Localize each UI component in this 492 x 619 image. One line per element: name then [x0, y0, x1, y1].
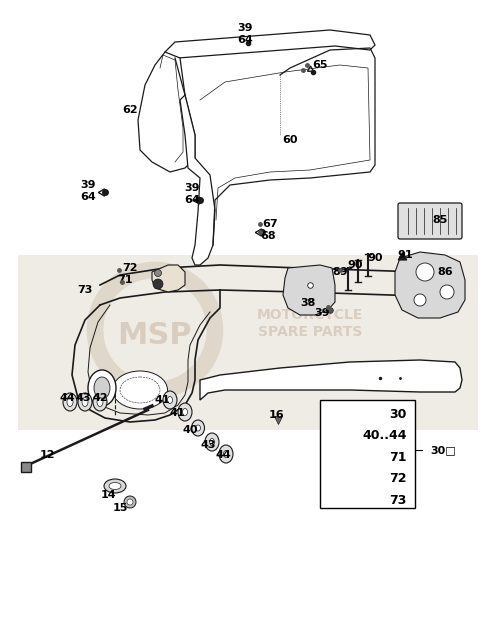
Text: 15: 15 [112, 503, 128, 513]
Ellipse shape [191, 420, 205, 436]
Text: 38: 38 [300, 298, 316, 308]
Ellipse shape [97, 397, 103, 407]
Circle shape [154, 269, 161, 277]
Ellipse shape [78, 393, 92, 411]
Text: 64: 64 [184, 195, 200, 205]
Text: 85: 85 [432, 215, 448, 225]
Bar [320, 400, 415, 508]
Ellipse shape [178, 403, 192, 421]
Text: 40: 40 [182, 425, 198, 435]
Text: 86: 86 [437, 267, 453, 277]
Circle shape [414, 294, 426, 306]
Ellipse shape [219, 445, 233, 463]
Text: MSP: MSP [118, 321, 192, 350]
Text: SPARE PARTS: SPARE PARTS [258, 325, 362, 339]
Text: 60: 60 [282, 135, 298, 145]
Ellipse shape [88, 370, 116, 406]
Text: 30□: 30□ [430, 445, 456, 455]
Text: 42: 42 [92, 393, 108, 403]
Text: 41: 41 [154, 395, 170, 405]
Text: 14: 14 [100, 490, 116, 500]
Polygon shape [165, 30, 375, 65]
Text: 43: 43 [200, 440, 216, 450]
Ellipse shape [205, 433, 219, 451]
FancyBboxPatch shape [398, 203, 462, 239]
Ellipse shape [210, 438, 215, 446]
Text: 41: 41 [169, 408, 185, 418]
Ellipse shape [93, 393, 107, 411]
Ellipse shape [94, 377, 110, 399]
Text: 73: 73 [77, 285, 92, 295]
Ellipse shape [223, 451, 228, 457]
Ellipse shape [67, 397, 73, 407]
Ellipse shape [82, 397, 88, 407]
Ellipse shape [183, 409, 187, 415]
Text: 67: 67 [262, 219, 278, 229]
Ellipse shape [195, 425, 201, 431]
Text: 16: 16 [268, 410, 284, 420]
Bar [18, 255, 478, 430]
Text: 39: 39 [237, 23, 253, 33]
Text: 72: 72 [122, 263, 138, 273]
Polygon shape [138, 52, 195, 172]
Polygon shape [200, 360, 462, 400]
Text: 39: 39 [80, 180, 96, 190]
Text: 44: 44 [215, 450, 231, 460]
Text: 44: 44 [59, 393, 75, 403]
Text: 73: 73 [390, 494, 407, 507]
Circle shape [416, 263, 434, 281]
Text: 71: 71 [390, 451, 407, 464]
Text: 64: 64 [237, 35, 253, 45]
Text: 62: 62 [122, 105, 138, 115]
Ellipse shape [167, 397, 173, 404]
Circle shape [440, 285, 454, 299]
Polygon shape [395, 252, 465, 318]
Polygon shape [283, 265, 335, 315]
Text: 43: 43 [75, 393, 91, 403]
Ellipse shape [113, 371, 167, 409]
Text: 39: 39 [184, 183, 200, 193]
Text: 91: 91 [397, 250, 413, 260]
Circle shape [153, 279, 163, 289]
Ellipse shape [163, 391, 177, 409]
Text: 65: 65 [312, 60, 328, 70]
Text: 39: 39 [314, 308, 330, 318]
Ellipse shape [63, 393, 77, 411]
Text: 40..44: 40..44 [363, 429, 407, 442]
Text: 30: 30 [390, 407, 407, 420]
Text: 72: 72 [390, 472, 407, 485]
Text: 90: 90 [347, 260, 363, 270]
Text: MOTORCYCLE: MOTORCYCLE [257, 308, 363, 322]
Text: 71: 71 [117, 275, 133, 285]
Text: 68: 68 [260, 231, 276, 241]
Text: 90: 90 [367, 253, 383, 263]
Circle shape [127, 499, 133, 505]
Text: 64: 64 [80, 192, 96, 202]
Polygon shape [180, 95, 215, 265]
Text: 89: 89 [332, 267, 348, 277]
Ellipse shape [109, 482, 121, 490]
Polygon shape [152, 265, 185, 292]
Ellipse shape [104, 479, 126, 493]
Circle shape [124, 496, 136, 508]
Text: 12: 12 [39, 450, 55, 460]
